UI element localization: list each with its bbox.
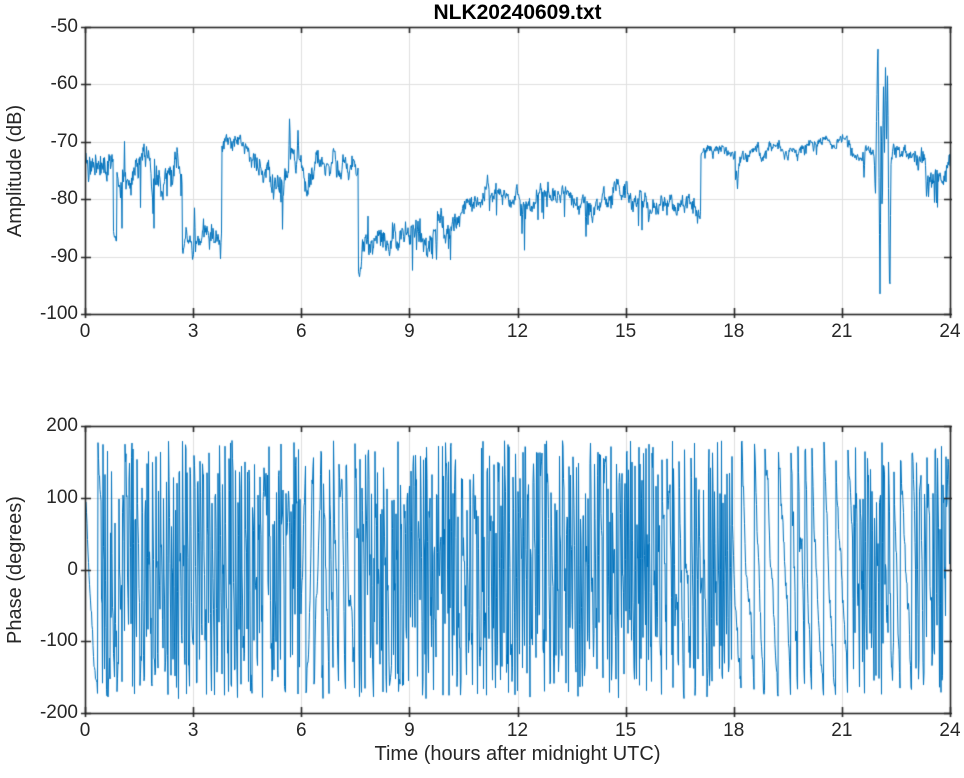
phase-x-tick-label: 21: [831, 720, 853, 741]
phase-y-tick-label: 0: [67, 558, 78, 580]
amplitude-y-axis-label: Amplitude (dB): [4, 104, 26, 237]
phase-x-tick-label: 24: [939, 720, 961, 741]
amplitude-x-tick-label: 24: [939, 321, 961, 342]
amplitude-y-tick-label: -50: [50, 16, 78, 37]
amplitude-x-tick-label: 3: [187, 321, 199, 342]
phase-x-tick-label: 15: [615, 720, 637, 741]
phase-y-tick-label: -100: [39, 630, 78, 652]
phase-x-tick-label: 0: [79, 720, 91, 741]
amplitude-y-tick-label: -100: [39, 303, 78, 324]
amplitude-x-tick-label: 21: [831, 321, 853, 342]
phase-x-tick-label: 18: [723, 720, 745, 741]
figure-title: NLK20240609.txt: [433, 1, 602, 24]
phase-y-tick-label: 200: [46, 415, 78, 436]
amplitude-x-tick-label: 9: [404, 321, 415, 342]
phase-y-tick-label: -200: [39, 702, 78, 723]
amplitude-x-tick-label: 12: [506, 321, 529, 342]
phase-x-tick-label: 6: [295, 720, 307, 741]
amplitude-x-tick-label: 6: [295, 321, 307, 342]
amplitude-x-tick-label: 0: [79, 321, 91, 342]
amplitude-y-tick-label: -80: [50, 188, 78, 210]
amplitude-y-tick-label: -90: [50, 245, 78, 267]
amplitude-x-tick-label: 15: [615, 321, 637, 342]
amplitude-y-tick-label: -70: [50, 130, 78, 152]
time-x-axis-label: Time (hours after midnight UTC): [374, 743, 661, 765]
phase-x-tick-label: 12: [506, 720, 529, 741]
phase-y-tick-label: 100: [46, 486, 78, 508]
phase-x-tick-label: 9: [404, 720, 415, 741]
phase-x-tick-label: 3: [187, 720, 199, 741]
amplitude-x-tick-label: 18: [723, 321, 745, 342]
amplitude-y-tick-label: -60: [50, 73, 78, 95]
